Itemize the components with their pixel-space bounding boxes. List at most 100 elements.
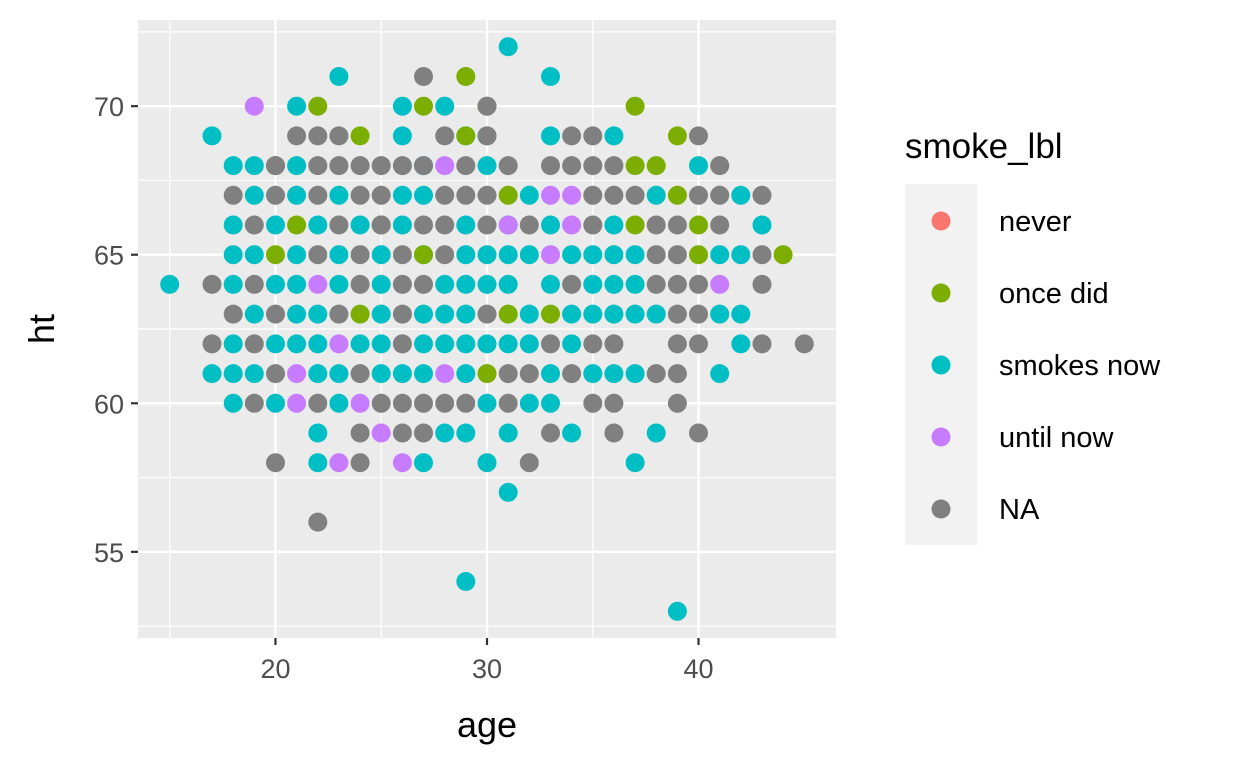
data-point (308, 215, 328, 235)
data-point (287, 274, 307, 294)
data-point (244, 334, 264, 354)
data-point (625, 304, 645, 324)
data-point (519, 215, 539, 235)
legend: smoke_lbl never once did smokes now until n… (905, 127, 1161, 545)
data-point (541, 304, 560, 324)
data-point (477, 274, 497, 294)
data-point (477, 215, 497, 235)
data-point (350, 185, 370, 205)
data-point (350, 126, 370, 146)
data-point (667, 601, 687, 621)
data-point (266, 304, 285, 324)
data-point (266, 274, 285, 294)
x-axis-title: age (457, 704, 517, 745)
data-point (604, 185, 624, 205)
data-point (329, 274, 349, 294)
data-point (244, 304, 264, 324)
legend-label: smokes now (999, 350, 1161, 382)
data-point (541, 67, 560, 86)
data-point (329, 126, 349, 146)
data-point (371, 334, 391, 354)
data-point (477, 364, 497, 384)
data-point (392, 126, 412, 146)
data-point (456, 364, 476, 384)
data-point (477, 393, 497, 413)
x-tick-label: 20 (260, 654, 290, 684)
data-point (646, 185, 666, 205)
data-point (371, 245, 391, 265)
y-tick-label: 55 (94, 538, 124, 568)
data-point (519, 334, 539, 354)
data-point (392, 156, 412, 176)
data-point (350, 156, 370, 176)
data-point (604, 215, 624, 235)
data-point (541, 334, 560, 354)
data-point (604, 156, 624, 176)
data-point (604, 304, 624, 324)
data-point (392, 334, 412, 354)
y-tick-label: 70 (94, 92, 124, 122)
data-point (477, 245, 497, 265)
data-point (477, 96, 497, 116)
data-point (350, 334, 370, 354)
data-point (435, 364, 455, 384)
legend-label: NA (999, 494, 1040, 526)
data-points (160, 37, 814, 621)
data-point (223, 156, 243, 176)
data-point (287, 215, 307, 235)
data-point (350, 304, 370, 324)
data-point (414, 96, 433, 116)
data-point (308, 274, 328, 294)
data-point (223, 393, 243, 413)
data-point (710, 364, 730, 384)
data-point (625, 245, 645, 265)
data-point (583, 274, 603, 294)
data-point (287, 304, 307, 324)
data-point (308, 304, 328, 324)
legend-swatch (931, 427, 951, 447)
x-tick-label: 30 (472, 654, 502, 684)
data-point (667, 393, 687, 413)
data-point (562, 304, 582, 324)
data-point (710, 274, 730, 294)
data-point (752, 245, 772, 265)
data-point (392, 215, 412, 235)
data-point (414, 393, 433, 413)
data-point (392, 364, 412, 384)
data-point (562, 334, 582, 354)
data-point (244, 393, 264, 413)
data-point (541, 274, 560, 294)
data-point (498, 304, 518, 324)
data-point (371, 156, 391, 176)
data-point (329, 215, 349, 235)
data-point (667, 126, 687, 146)
data-point (266, 364, 285, 384)
data-point (625, 453, 645, 473)
data-point (646, 215, 666, 235)
data-point (308, 334, 328, 354)
x-tick-label: 40 (683, 654, 713, 684)
data-point (308, 126, 328, 146)
data-point (583, 215, 603, 235)
data-point (498, 482, 518, 502)
data-point (519, 453, 539, 473)
data-point (350, 274, 370, 294)
data-point (435, 393, 455, 413)
data-point (604, 423, 624, 443)
data-point (350, 453, 370, 473)
data-point (583, 304, 603, 324)
data-point (498, 185, 518, 205)
data-point (689, 156, 708, 176)
data-point (160, 274, 180, 294)
data-point (287, 185, 307, 205)
data-point (371, 364, 391, 384)
data-point (456, 245, 476, 265)
data-point (583, 393, 603, 413)
legend-swatch (931, 283, 951, 303)
data-point (308, 453, 328, 473)
data-point (625, 274, 645, 294)
data-point (456, 423, 476, 443)
data-point (646, 274, 666, 294)
data-point (266, 245, 285, 265)
data-point (519, 304, 539, 324)
